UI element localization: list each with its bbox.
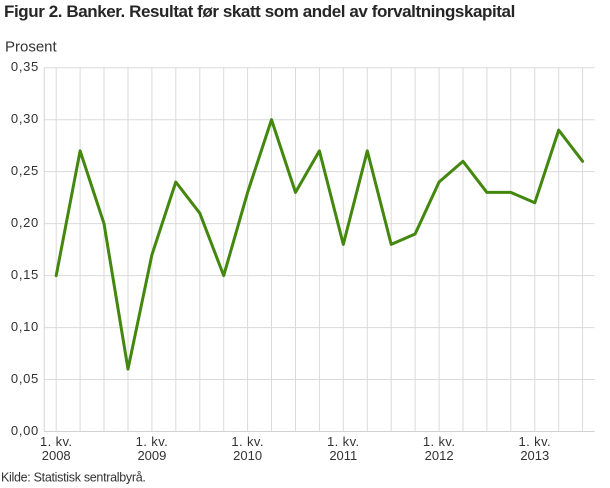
svg-text:2011: 2011 (329, 448, 357, 463)
svg-text:1. kv.: 1. kv. (423, 434, 456, 449)
svg-text:2013: 2013 (520, 448, 549, 463)
svg-text:2010: 2010 (233, 448, 262, 463)
svg-text:1. kv.: 1. kv. (327, 434, 360, 449)
svg-text:0,00: 0,00 (11, 423, 39, 438)
svg-text:1. kv.: 1. kv. (136, 434, 169, 449)
svg-text:0,35: 0,35 (11, 59, 39, 74)
svg-text:1. kv.: 1. kv. (40, 434, 73, 449)
svg-text:0,05: 0,05 (11, 371, 39, 386)
svg-text:0,30: 0,30 (11, 111, 39, 126)
svg-text:0,15: 0,15 (11, 267, 39, 282)
svg-text:Prosent: Prosent (5, 39, 58, 56)
svg-text:2012: 2012 (425, 448, 454, 463)
svg-text:2008: 2008 (42, 448, 71, 463)
svg-text:1. kv.: 1. kv. (231, 434, 264, 449)
svg-text:Kilde: Statistisk sentralbyrå.: Kilde: Statistisk sentralbyrå. (1, 471, 146, 485)
svg-text:0,25: 0,25 (11, 163, 39, 178)
svg-text:2009: 2009 (137, 448, 166, 463)
svg-text:1. kv.: 1. kv. (519, 434, 552, 449)
svg-text:0,20: 0,20 (11, 215, 39, 230)
svg-text:0,10: 0,10 (11, 319, 39, 334)
svg-text:Figur 2. Banker. Resultat før: Figur 2. Banker. Resultat før skatt som … (4, 2, 515, 21)
